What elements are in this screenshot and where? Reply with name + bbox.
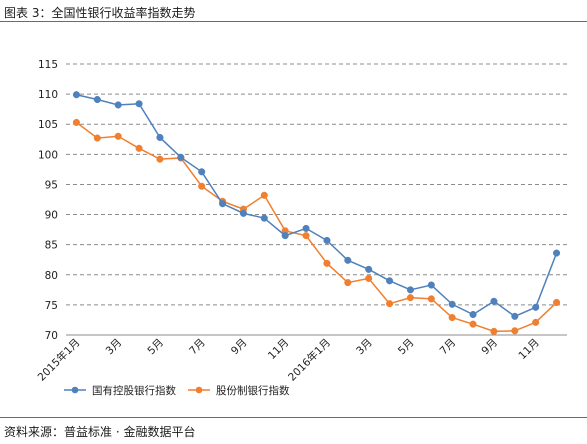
data-point [239, 209, 247, 217]
data-point [302, 224, 310, 232]
x-tick-label: 2015年1月 [35, 336, 83, 384]
data-point [72, 91, 80, 99]
series-1 [72, 91, 561, 320]
data-point [490, 327, 498, 335]
data-point [93, 134, 101, 142]
series-layer [72, 91, 561, 335]
x-tick-label: 9月 [229, 337, 250, 358]
y-tick-label: 115 [38, 59, 58, 71]
y-tick-label: 70 [45, 330, 58, 342]
data-point [532, 318, 540, 326]
x-tick-label: 5月 [396, 337, 417, 358]
legend-swatch-marker [195, 386, 203, 394]
series-2 [72, 118, 561, 335]
data-point [532, 303, 540, 311]
data-point [114, 132, 122, 140]
data-point [323, 236, 331, 245]
x-tick-label: 11月 [266, 337, 291, 362]
y-tick-label: 95 [45, 179, 58, 191]
data-point [511, 312, 519, 320]
data-point [386, 277, 394, 285]
data-point [469, 310, 477, 319]
series-line [75, 121, 558, 333]
data-point [177, 153, 185, 161]
figure-caption: 图表 3：全国性银行收益率指数走势 [4, 6, 196, 20]
data-point [156, 133, 164, 142]
y-axis-ticks: 70 75 80 85 90 95 100 105 110 115 [38, 59, 58, 342]
data-point [260, 191, 268, 199]
data-point [553, 249, 561, 257]
data-point [281, 232, 289, 240]
data-point [323, 259, 331, 267]
data-point [365, 265, 373, 273]
data-point [511, 327, 519, 335]
data-point [344, 256, 352, 264]
y-tick-label: 80 [45, 270, 58, 282]
y-tick-label: 75 [45, 300, 58, 312]
data-point [135, 144, 143, 152]
x-tick-label: 5月 [145, 337, 166, 358]
data-point [198, 182, 206, 190]
data-point [365, 274, 373, 282]
x-tick-label: 7月 [187, 337, 208, 358]
legend-label: 国有控股银行指数 [92, 384, 176, 397]
x-tick-label: 3月 [104, 337, 125, 358]
x-tick-label: 7月 [438, 337, 459, 358]
y-tick-label: 85 [45, 240, 58, 252]
data-point [114, 101, 122, 109]
y-tick-label: 90 [45, 210, 58, 222]
data-point [406, 286, 414, 294]
x-axis [66, 334, 567, 336]
x-tick-label: 3月 [354, 337, 375, 358]
data-point [135, 100, 143, 108]
data-point [219, 200, 227, 208]
data-point [406, 294, 414, 302]
legend: 国有控股银行指数 股份制银行指数 [64, 384, 290, 397]
data-point [93, 95, 101, 104]
x-tick-label: 9月 [479, 337, 500, 358]
y-tick-label: 100 [38, 149, 58, 161]
data-point [448, 300, 456, 308]
y-tick-label: 110 [38, 89, 58, 101]
legend-swatch-marker [71, 386, 79, 394]
legend-item: 股份制银行指数 [188, 384, 290, 397]
data-point [427, 295, 435, 303]
grid-lines [66, 63, 567, 306]
data-point [448, 313, 456, 322]
data-point [198, 168, 206, 176]
data-point [553, 298, 561, 307]
source-note: 资料来源：普益标准 · 金融数据平台 [4, 425, 196, 439]
data-point [469, 320, 477, 328]
legend-label: 股份制银行指数 [216, 384, 290, 397]
source-rule [0, 417, 587, 418]
x-tick-label: 2016年1月 [285, 336, 333, 384]
data-point [156, 155, 164, 163]
series-line [76, 93, 558, 318]
data-point [260, 214, 268, 222]
data-point [344, 279, 352, 287]
data-point [427, 281, 435, 289]
data-point [302, 232, 310, 240]
legend-item: 国有控股银行指数 [64, 384, 176, 397]
data-point [386, 300, 394, 308]
data-point [72, 118, 80, 126]
x-tick-label: 11月 [516, 337, 541, 362]
y-tick-label: 105 [38, 119, 58, 131]
line-chart: 70 75 80 85 90 95 100 105 110 115 2015年1月 3月 5月 7月 9月… [35, 59, 567, 397]
caption-rule [0, 21, 587, 22]
data-point [490, 297, 498, 305]
